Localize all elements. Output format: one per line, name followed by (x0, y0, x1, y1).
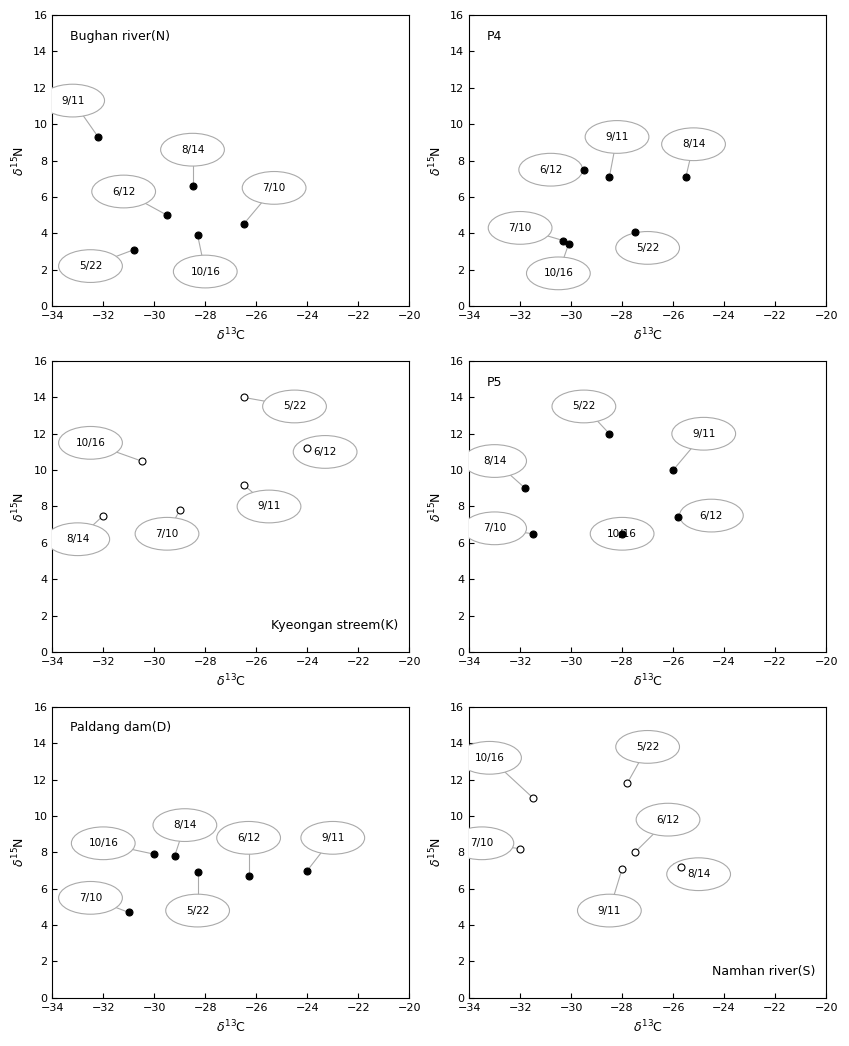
Y-axis label: $\delta^{15}$N: $\delta^{15}$N (428, 492, 445, 522)
Y-axis label: $\delta^{15}$N: $\delta^{15}$N (428, 838, 445, 867)
Ellipse shape (616, 231, 679, 265)
Y-axis label: $\delta^{15}$N: $\delta^{15}$N (428, 145, 445, 176)
Ellipse shape (293, 435, 357, 469)
Y-axis label: $\delta^{15}$N: $\delta^{15}$N (11, 838, 28, 867)
Ellipse shape (92, 175, 155, 208)
Text: 7/10: 7/10 (509, 223, 531, 233)
Ellipse shape (463, 445, 526, 477)
Text: 8/14: 8/14 (483, 456, 506, 467)
X-axis label: $\delta^{13}$C: $\delta^{13}$C (216, 673, 246, 689)
Ellipse shape (71, 827, 135, 860)
Text: 5/22: 5/22 (186, 906, 210, 915)
Text: 10/16: 10/16 (543, 269, 573, 278)
Ellipse shape (153, 809, 216, 841)
Text: 7/10: 7/10 (483, 523, 506, 533)
X-axis label: $\delta^{13}$C: $\delta^{13}$C (633, 673, 663, 689)
Ellipse shape (526, 257, 590, 290)
Text: 9/11: 9/11 (605, 132, 629, 142)
Text: P5: P5 (487, 376, 503, 388)
Text: 9/11: 9/11 (257, 501, 281, 511)
Ellipse shape (41, 85, 104, 117)
X-axis label: $\delta^{13}$C: $\delta^{13}$C (633, 326, 663, 343)
Text: 9/11: 9/11 (61, 95, 84, 106)
Ellipse shape (59, 882, 122, 914)
Text: 10/16: 10/16 (607, 529, 637, 539)
Ellipse shape (577, 894, 641, 927)
Ellipse shape (616, 730, 679, 764)
Ellipse shape (463, 511, 526, 545)
Text: 5/22: 5/22 (636, 742, 660, 752)
Text: 9/11: 9/11 (692, 429, 716, 438)
Text: 5/22: 5/22 (79, 262, 102, 271)
Text: 6/12: 6/12 (112, 186, 135, 197)
Text: Paldang dam(D): Paldang dam(D) (70, 722, 171, 734)
Text: 9/11: 9/11 (598, 906, 621, 915)
X-axis label: $\delta^{13}$C: $\delta^{13}$C (216, 1019, 246, 1034)
Text: 7/10: 7/10 (155, 529, 178, 539)
Text: 7/10: 7/10 (262, 183, 286, 192)
Ellipse shape (166, 894, 229, 927)
Text: 6/12: 6/12 (313, 447, 337, 457)
Text: 5/22: 5/22 (283, 402, 306, 411)
Ellipse shape (679, 499, 743, 532)
Y-axis label: $\delta^{15}$N: $\delta^{15}$N (11, 492, 28, 522)
X-axis label: $\delta^{13}$C: $\delta^{13}$C (633, 1019, 663, 1034)
Text: 8/14: 8/14 (173, 820, 197, 831)
Text: 5/22: 5/22 (572, 402, 595, 411)
Ellipse shape (450, 827, 514, 860)
Text: 9/11: 9/11 (321, 833, 345, 843)
Y-axis label: $\delta^{15}$N: $\delta^{15}$N (11, 145, 28, 176)
Ellipse shape (59, 427, 122, 459)
Text: 10/16: 10/16 (190, 267, 220, 276)
Ellipse shape (46, 523, 110, 555)
Text: 7/10: 7/10 (470, 838, 493, 848)
Text: 10/16: 10/16 (88, 838, 118, 848)
X-axis label: $\delta^{13}$C: $\delta^{13}$C (216, 326, 246, 343)
Ellipse shape (636, 803, 700, 836)
Ellipse shape (552, 390, 616, 423)
Text: Namhan river(S): Namhan river(S) (712, 964, 815, 978)
Ellipse shape (301, 821, 365, 855)
Text: 8/14: 8/14 (687, 869, 711, 880)
Ellipse shape (135, 518, 199, 550)
Text: 10/16: 10/16 (475, 753, 504, 763)
Text: Kyeongan streem(K): Kyeongan streem(K) (272, 618, 398, 632)
Ellipse shape (59, 250, 122, 282)
Ellipse shape (160, 133, 224, 166)
Ellipse shape (488, 211, 552, 245)
Text: 6/12: 6/12 (237, 833, 261, 843)
Text: 8/14: 8/14 (181, 144, 205, 155)
Ellipse shape (216, 821, 280, 855)
Ellipse shape (173, 255, 237, 288)
Ellipse shape (661, 128, 725, 161)
Ellipse shape (672, 417, 735, 450)
Text: P4: P4 (487, 29, 503, 43)
Ellipse shape (666, 858, 730, 890)
Ellipse shape (519, 154, 582, 186)
Ellipse shape (242, 172, 306, 204)
Text: 6/12: 6/12 (539, 164, 562, 175)
Text: 7/10: 7/10 (79, 893, 102, 903)
Ellipse shape (237, 491, 301, 523)
Ellipse shape (458, 742, 521, 774)
Text: 10/16: 10/16 (76, 438, 105, 448)
Text: 6/12: 6/12 (656, 815, 680, 824)
Ellipse shape (262, 390, 326, 423)
Text: 8/14: 8/14 (682, 139, 706, 150)
Ellipse shape (585, 120, 649, 154)
Text: 8/14: 8/14 (66, 535, 89, 544)
Text: Bughan river(N): Bughan river(N) (70, 29, 170, 43)
Text: 6/12: 6/12 (700, 510, 723, 521)
Ellipse shape (590, 518, 654, 550)
Text: 5/22: 5/22 (636, 243, 660, 253)
